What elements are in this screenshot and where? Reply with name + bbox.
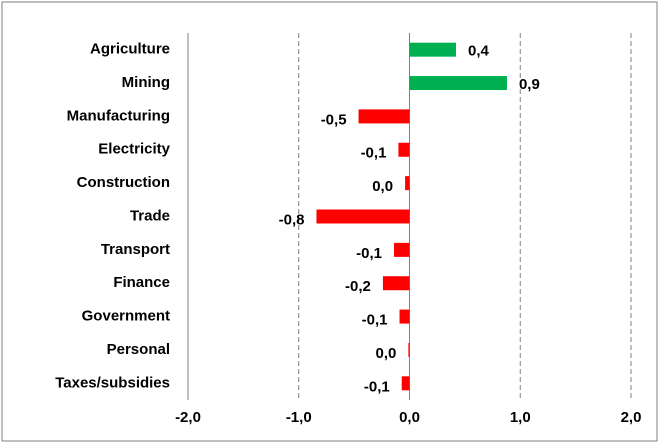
x-tick-label: 1,0 bbox=[510, 409, 531, 426]
bar bbox=[408, 342, 410, 357]
x-tick-label: 2,0 bbox=[621, 409, 642, 426]
value-label: 0,9 bbox=[519, 76, 540, 93]
bar bbox=[409, 42, 457, 57]
x-tick-label: 0,0 bbox=[399, 409, 420, 426]
bar bbox=[401, 376, 410, 391]
bar bbox=[405, 176, 410, 191]
value-label: 0,4 bbox=[468, 43, 490, 60]
y-tick-label: Manufacturing bbox=[67, 107, 170, 124]
y-tick-label: Trade bbox=[130, 207, 170, 224]
y-tick-label: Mining bbox=[122, 74, 170, 91]
y-tick-label: Transport bbox=[101, 241, 170, 258]
bar bbox=[409, 76, 507, 91]
x-tick-label: -2,0 bbox=[175, 409, 201, 426]
bar bbox=[393, 242, 410, 257]
x-tick-label: -1,0 bbox=[286, 409, 312, 426]
value-label: 0,0 bbox=[372, 178, 393, 195]
y-tick-label: Construction bbox=[77, 174, 170, 191]
bar bbox=[316, 209, 410, 224]
value-label: -0,1 bbox=[362, 312, 388, 329]
y-tick-label: Agriculture bbox=[90, 41, 170, 58]
value-label: -0,1 bbox=[356, 245, 382, 262]
y-tick-label: Taxes/subsidies bbox=[55, 374, 170, 391]
bar bbox=[358, 109, 410, 124]
bar bbox=[398, 142, 410, 157]
y-tick-label: Electricity bbox=[98, 141, 170, 158]
bar bbox=[399, 309, 410, 324]
value-label: 0,0 bbox=[376, 345, 397, 362]
bar bbox=[382, 276, 410, 291]
value-label: -0,1 bbox=[361, 145, 387, 162]
y-tick-label: Personal bbox=[107, 341, 170, 358]
y-tick-label: Government bbox=[82, 308, 170, 325]
value-label: -0,8 bbox=[279, 211, 305, 228]
value-label: -0,5 bbox=[321, 111, 347, 128]
value-label: -0,1 bbox=[364, 378, 390, 395]
value-label: -0,2 bbox=[345, 278, 371, 295]
y-tick-label: Finance bbox=[113, 274, 170, 291]
